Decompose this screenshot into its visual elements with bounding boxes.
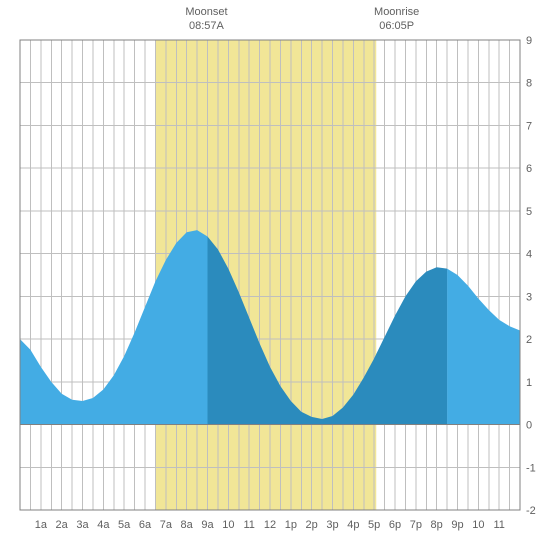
svg-text:7a: 7a bbox=[160, 519, 173, 531]
tide-chart: -2-101234567891a2a3a4a5a6a7a8a9a1011121p… bbox=[0, 0, 550, 550]
moonrise-time: 06:05P bbox=[374, 20, 419, 34]
svg-text:4a: 4a bbox=[97, 519, 110, 531]
moonrise-label: Moonrise 06:05P bbox=[374, 6, 419, 34]
moonset-label: Moonset 08:57A bbox=[185, 6, 227, 34]
svg-text:1: 1 bbox=[526, 377, 532, 389]
svg-text:3p: 3p bbox=[326, 519, 338, 531]
svg-text:11: 11 bbox=[493, 519, 504, 531]
moonset-time: 08:57A bbox=[185, 20, 227, 34]
svg-text:8p: 8p bbox=[431, 519, 443, 531]
svg-text:-2: -2 bbox=[526, 505, 536, 517]
svg-text:10: 10 bbox=[472, 519, 484, 531]
svg-text:2: 2 bbox=[526, 334, 532, 346]
svg-text:7p: 7p bbox=[410, 519, 422, 531]
svg-text:11: 11 bbox=[243, 519, 254, 531]
chart-svg: -2-101234567891a2a3a4a5a6a7a8a9a1011121p… bbox=[0, 0, 550, 550]
svg-text:12: 12 bbox=[264, 519, 276, 531]
svg-text:5p: 5p bbox=[368, 519, 380, 531]
svg-text:4p: 4p bbox=[347, 519, 359, 531]
svg-text:1p: 1p bbox=[285, 519, 297, 531]
svg-text:1a: 1a bbox=[35, 519, 48, 531]
svg-text:9: 9 bbox=[526, 35, 532, 47]
moonset-title: Moonset bbox=[185, 6, 227, 20]
svg-text:6a: 6a bbox=[139, 519, 152, 531]
svg-text:6p: 6p bbox=[389, 519, 401, 531]
svg-text:8a: 8a bbox=[181, 519, 194, 531]
svg-text:3a: 3a bbox=[76, 519, 89, 531]
svg-text:7: 7 bbox=[526, 120, 532, 132]
svg-text:2a: 2a bbox=[56, 519, 69, 531]
svg-text:0: 0 bbox=[526, 420, 532, 432]
svg-text:3: 3 bbox=[526, 291, 532, 303]
svg-text:2p: 2p bbox=[306, 519, 318, 531]
svg-text:-1: -1 bbox=[526, 462, 536, 474]
svg-text:8: 8 bbox=[526, 78, 532, 90]
svg-text:9p: 9p bbox=[451, 519, 463, 531]
svg-text:10: 10 bbox=[222, 519, 234, 531]
svg-text:5: 5 bbox=[526, 206, 532, 218]
moonrise-title: Moonrise bbox=[374, 6, 419, 20]
svg-text:9a: 9a bbox=[201, 519, 214, 531]
svg-text:6: 6 bbox=[526, 163, 532, 175]
svg-text:5a: 5a bbox=[118, 519, 131, 531]
svg-text:4: 4 bbox=[526, 249, 532, 261]
